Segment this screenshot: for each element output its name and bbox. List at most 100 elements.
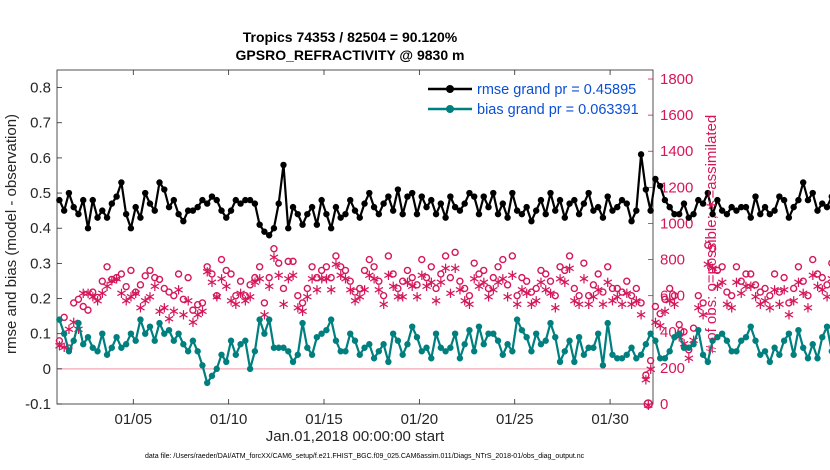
possible-point [532, 284, 540, 293]
possible-point [489, 273, 497, 282]
possible-point [308, 263, 316, 271]
assimilated-point: ∗ [425, 273, 438, 291]
rmse-point [237, 200, 244, 207]
assimilated-point: ∗ [659, 302, 672, 320]
possible-point [470, 259, 478, 267]
rmse-point [733, 207, 740, 214]
chart-title: Tropics 74353 / 82504 = 90.120% [243, 29, 458, 45]
rmse-point [280, 161, 287, 169]
possible-point [527, 288, 536, 296]
assimilated-point: ∗ [616, 295, 629, 313]
bias-point [480, 341, 487, 348]
rmse-point [156, 179, 163, 186]
assimilated-point: ∗ [816, 280, 829, 298]
assimilated-point: ∗ [611, 288, 624, 306]
bias-point [814, 355, 821, 362]
bias-point [370, 355, 378, 362]
assimilated-point: ∗ [191, 306, 204, 324]
possible-point [675, 320, 683, 329]
assimilated-point: ∗ [749, 288, 762, 306]
rmse-point [695, 196, 702, 204]
bias-point [471, 348, 478, 355]
possible-point [232, 291, 240, 300]
bias-point [156, 319, 163, 327]
rmse-point [189, 207, 197, 214]
rmse-point [84, 225, 92, 232]
rmse-point [142, 189, 149, 197]
bias-point [804, 355, 812, 362]
bias-point [142, 330, 149, 337]
rmse-point [146, 200, 154, 207]
rmse-point [256, 221, 263, 228]
assimilated-point: ∗ [320, 270, 333, 288]
rmse-point [127, 225, 135, 232]
assimilated-point: ∗ [468, 270, 481, 288]
rmse-point [513, 207, 521, 214]
assimilated-point: ∗ [578, 270, 591, 288]
assimilated-point: ∗ [730, 273, 743, 291]
bias-point [246, 365, 254, 373]
assimilated-point: ∗ [473, 277, 486, 295]
possible-point [661, 295, 669, 303]
assimilated-point: ∗ [311, 280, 324, 298]
bias-point [699, 351, 707, 358]
rmse-point [566, 200, 573, 207]
assimilated-point: ∗ [802, 299, 815, 317]
assimilated-point: ∗ [339, 270, 352, 288]
rmse-point [728, 203, 735, 211]
bias-point [618, 355, 626, 362]
bias-point [661, 355, 669, 362]
bias-point [819, 334, 826, 341]
assimilated-point: ∗ [244, 288, 257, 306]
bias-point [566, 337, 573, 344]
bias-point [275, 344, 282, 351]
possible-point [589, 281, 598, 289]
bias-point [180, 341, 187, 348]
possible-point [122, 282, 130, 291]
bias-point [137, 316, 144, 323]
bias-point [347, 330, 354, 337]
rmse-point [585, 189, 592, 197]
bias-point [413, 334, 421, 341]
bias-point [289, 358, 297, 366]
possible-point [537, 266, 545, 275]
possible-point [656, 310, 664, 318]
bias-point [685, 344, 692, 351]
assimilated-point: ∗ [606, 291, 619, 309]
y-tick-label: 0 [43, 361, 51, 378]
rmse-point [432, 210, 440, 218]
y-tick-label: 0.3 [30, 255, 51, 272]
bias-point [389, 330, 397, 337]
assimilated-point: ∗ [487, 280, 500, 298]
bias-point [461, 341, 468, 348]
bias-point [780, 337, 788, 344]
bias-point [785, 330, 793, 337]
possible-point [713, 266, 722, 275]
bias-point [132, 337, 139, 344]
assimilated-point: ∗ [387, 277, 400, 295]
rmse-point [704, 189, 712, 197]
bias-point [556, 358, 564, 366]
y2-tick-label: 1800 [660, 71, 693, 88]
assimilated-point: ∗ [754, 295, 767, 313]
rmse-point [122, 210, 130, 218]
bias-point [94, 348, 101, 355]
possible-point [737, 277, 745, 285]
bias-point [108, 344, 116, 351]
rmse-point [356, 214, 363, 221]
rmse-point [475, 210, 483, 218]
possible-point [265, 273, 273, 282]
possible-point [127, 266, 135, 275]
y2-tick-label: 0 [660, 396, 668, 413]
assimilated-point: ∗ [301, 288, 314, 306]
assimilated-point: ∗ [282, 270, 295, 288]
rmse-point [795, 196, 802, 204]
possible-point [389, 270, 397, 278]
assimilated-point: ∗ [129, 284, 142, 302]
rmse-point [65, 189, 73, 197]
possible-point [208, 270, 216, 278]
assimilated-point: ∗ [563, 259, 576, 277]
bias-point [366, 341, 373, 348]
assimilated-point: ∗ [797, 284, 810, 302]
possible-point [451, 248, 459, 257]
